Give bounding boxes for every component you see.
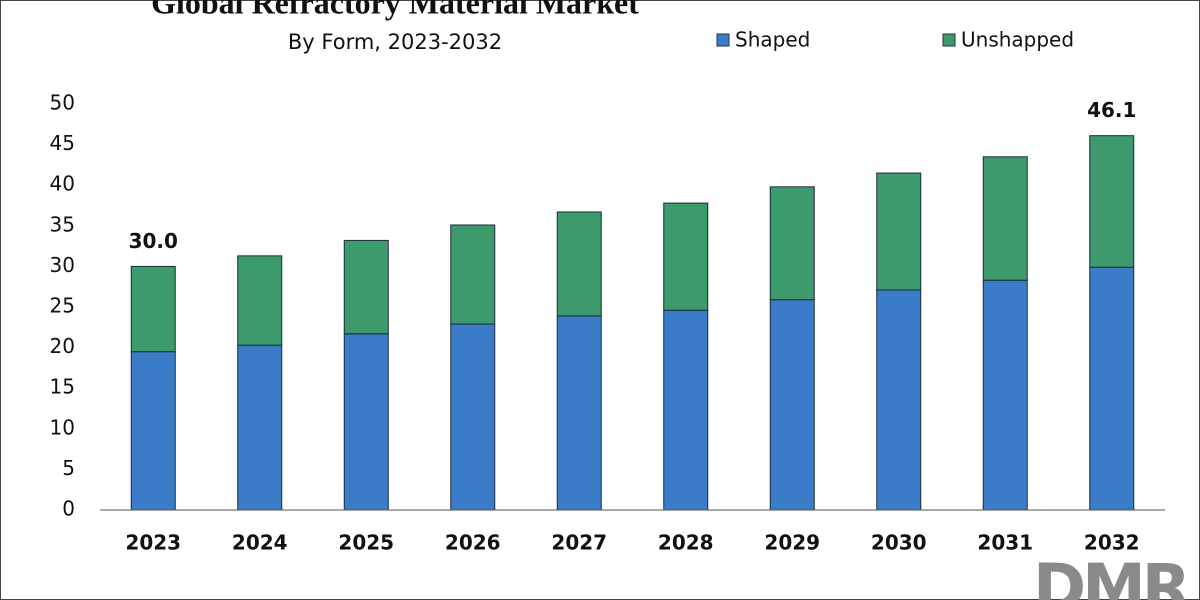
x-tick-label: 2029 (764, 531, 820, 555)
y-tick-label: 0 (62, 497, 75, 521)
logo: DMR (1033, 552, 1190, 600)
x-tick-label: 2028 (658, 531, 714, 555)
x-tick-label: 2027 (551, 531, 607, 555)
bar-segment (130, 351, 176, 511)
chart-subtitle: By Form, 2023-2032 (288, 30, 502, 54)
bar-segment (982, 279, 1028, 511)
bar-segment (769, 186, 815, 301)
y-tick-label: 35 (50, 212, 75, 236)
y-tick-label: 15 (50, 375, 75, 399)
bar-segment (130, 265, 176, 353)
legend-swatch (942, 33, 956, 47)
y-tick-label: 40 (50, 172, 75, 196)
bar-segment (237, 255, 283, 346)
bar-segment (450, 323, 496, 511)
legend-label: Unshapped (961, 28, 1074, 52)
bar-segment (556, 211, 602, 317)
legend: Shaped Unshapped (716, 28, 1074, 52)
x-tick-label: 2025 (338, 531, 394, 555)
x-tick-label: 2024 (232, 531, 288, 555)
x-tick-label: 2031 (977, 531, 1033, 555)
total-label: 30.0 (129, 229, 178, 253)
bar-segment (556, 315, 602, 511)
bar-segment (876, 289, 922, 511)
x-tick-label: 2026 (445, 531, 501, 555)
x-tick-label: 2030 (871, 531, 927, 555)
chart-title: Global Refractory Material Market (151, 0, 639, 20)
bar-segment (663, 309, 709, 511)
y-tick-label: 50 (50, 91, 75, 115)
y-tick-label: 10 (50, 415, 75, 439)
x-tick-label: 2023 (125, 531, 181, 555)
bar-segment (450, 224, 496, 325)
bar-segment (1089, 135, 1135, 268)
bar-segment (769, 299, 815, 511)
bar-segment (876, 172, 922, 291)
bar-segment (1089, 266, 1135, 511)
bar-segment (343, 239, 389, 335)
y-tick-label: 5 (62, 456, 75, 480)
bar-segment (982, 156, 1028, 281)
legend-label: Shaped (735, 28, 810, 52)
bar-segment (343, 333, 389, 511)
bar-segment (237, 344, 283, 511)
y-tick-label: 25 (50, 294, 75, 318)
bar-segment (663, 202, 709, 311)
legend-swatch (716, 33, 730, 47)
y-tick-label: 30 (50, 253, 75, 277)
total-label: 46.1 (1087, 98, 1136, 122)
y-tick-label: 20 (50, 334, 75, 358)
x-tick-label: 2032 (1084, 531, 1140, 555)
y-tick-label: 45 (50, 131, 75, 155)
